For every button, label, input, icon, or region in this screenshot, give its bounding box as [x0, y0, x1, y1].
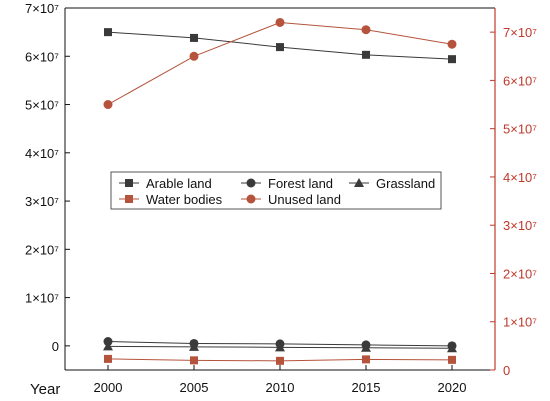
series-arable-land — [104, 28, 456, 64]
left-axis-tick-label: 1×10⁷ — [25, 291, 59, 306]
legend-box — [110, 171, 442, 210]
data-point — [447, 39, 457, 49]
left-axis-tick-label: 5×10⁷ — [25, 98, 59, 113]
right-axis-tick-label: 0 — [503, 363, 510, 378]
legend-marker — [246, 178, 256, 188]
legend-item: Arable land — [119, 176, 212, 191]
x-axis-tick-label: 2015 — [352, 380, 381, 395]
data-point — [189, 341, 199, 351]
legend-marker — [246, 194, 256, 204]
legend-label: Grassland — [376, 176, 435, 191]
data-point — [275, 342, 285, 352]
data-point — [276, 43, 284, 52]
right-axis-tick-label: 6×10⁷ — [503, 73, 537, 88]
data-point — [276, 356, 284, 365]
data-point — [361, 25, 371, 35]
data-point — [448, 55, 456, 64]
legend-label: Forest land — [268, 176, 333, 191]
right-axis-tick-label: 4×10⁷ — [503, 170, 537, 185]
legend-marker — [125, 195, 133, 203]
x-axis-tick-label: 2020 — [438, 380, 467, 395]
left-axis-tick-label: 3×10⁷ — [25, 194, 59, 209]
left-axis-tick-label: 2×10⁷ — [25, 242, 59, 257]
x-axis-tick-label: 2005 — [180, 380, 209, 395]
series-unused-land — [103, 17, 457, 110]
left-axis-tick-label: 6×10⁷ — [25, 49, 59, 64]
legend-marker — [125, 179, 133, 187]
data-point — [104, 354, 112, 363]
data-point — [104, 28, 112, 37]
data-point — [362, 50, 370, 59]
data-point — [362, 355, 370, 364]
data-point — [190, 33, 198, 42]
series-water-bodies — [104, 354, 456, 365]
legend-label: Arable land — [146, 176, 212, 191]
legend-label: Unused land — [268, 192, 341, 207]
right-axis-tick-label: 1×10⁷ — [503, 315, 537, 330]
legend-item: Unused land — [241, 192, 341, 207]
data-point — [103, 341, 113, 351]
series-line — [107, 21, 453, 105]
x-axis-tick-label: 2000 — [94, 380, 123, 395]
left-axis-tick-label: 4×10⁷ — [25, 146, 59, 161]
data-point — [447, 343, 457, 353]
left-axis-tick-label: 0 — [52, 339, 59, 354]
right-axis-tick-label: 7×10⁷ — [503, 25, 537, 40]
x-axis-tick-label: 2010 — [266, 380, 295, 395]
legend: Arable land Forest land Grassland Water bod… — [110, 171, 442, 210]
right-axis-tick-label: 3×10⁷ — [503, 218, 537, 233]
data-point — [361, 342, 371, 352]
right-axis-tick-label: 2×10⁷ — [503, 266, 537, 281]
data-point — [275, 17, 285, 27]
legend-label: Water bodies — [146, 192, 223, 207]
axes: 0 1×10⁷ 2×10⁷ 3×10⁷ 4×10⁷ 5×10⁷ 6×10⁷ 7×10⁷ 0 1×1… — [25, 1, 537, 398]
data-point — [189, 51, 199, 61]
data-point — [103, 100, 113, 110]
legend-item: Grassland — [349, 176, 435, 191]
series-grassland — [103, 341, 457, 353]
data-point — [190, 356, 198, 365]
right-axis-tick-label: 5×10⁷ — [503, 122, 537, 137]
data-point — [448, 355, 456, 364]
legend-marker — [354, 178, 364, 187]
legend-item: Forest land — [241, 176, 333, 191]
legend-item: Water bodies — [119, 192, 223, 207]
x-axis-label: Year — [30, 381, 60, 398]
series-layer — [103, 17, 457, 365]
left-axis-tick-label: 7×10⁷ — [25, 1, 59, 16]
